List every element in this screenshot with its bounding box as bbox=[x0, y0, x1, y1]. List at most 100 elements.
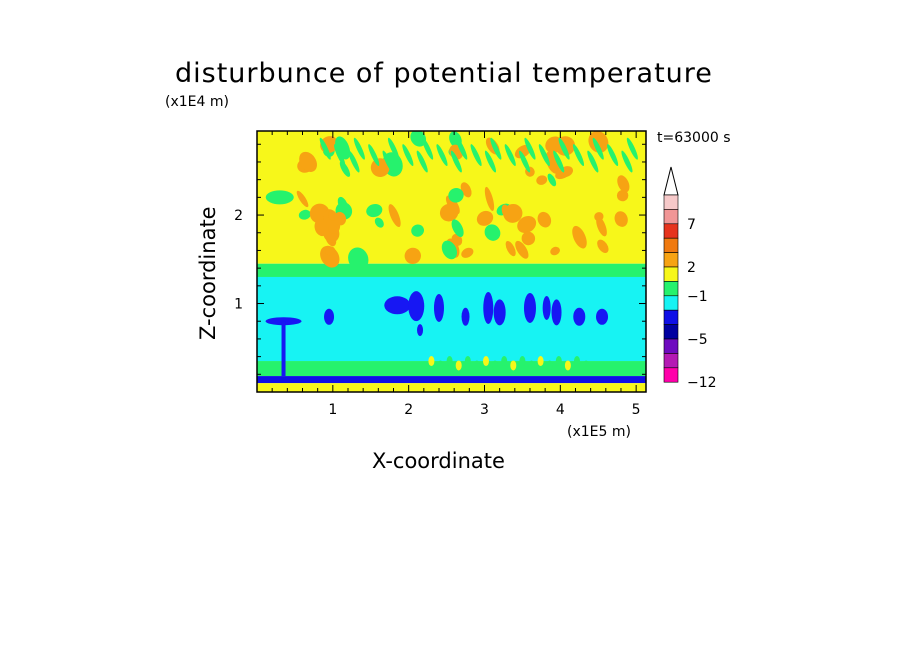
y-tick-label: 1 bbox=[234, 297, 243, 313]
wave-streak bbox=[558, 137, 570, 160]
wave-cell bbox=[441, 240, 457, 260]
wave-cell bbox=[374, 217, 384, 228]
wave-cell bbox=[617, 175, 630, 193]
wave-cell bbox=[314, 218, 329, 237]
colorbar-swatch bbox=[663, 281, 679, 297]
wave-streak bbox=[553, 150, 565, 173]
negative-cell bbox=[417, 324, 424, 337]
wave-cell bbox=[348, 247, 369, 271]
negative-cell bbox=[324, 308, 335, 325]
wave-cell bbox=[388, 204, 401, 228]
colorbar-label: −1 bbox=[687, 289, 708, 305]
y-tick-label: 2 bbox=[234, 208, 243, 224]
wave-streak bbox=[572, 144, 585, 167]
chart-title: disturbunce of potential temperature bbox=[175, 58, 713, 89]
wave-cell bbox=[545, 136, 563, 154]
surface-blob bbox=[501, 356, 508, 367]
negative-cell bbox=[596, 308, 609, 325]
negative-cell bbox=[551, 299, 562, 326]
wave-cell bbox=[572, 225, 587, 249]
colorbar-label: 2 bbox=[687, 260, 696, 276]
field-band bbox=[257, 383, 646, 392]
wave-streak bbox=[436, 144, 448, 167]
colorbar-swatch bbox=[663, 338, 679, 354]
wave-cell bbox=[448, 188, 464, 203]
plot-frame bbox=[256, 130, 647, 393]
wave-streak bbox=[319, 137, 331, 160]
wave-cell bbox=[404, 247, 421, 265]
colorbar-swatch bbox=[663, 367, 679, 383]
wave-cell bbox=[325, 246, 336, 256]
colorbar-extend-arrow bbox=[663, 166, 679, 196]
wave-cell bbox=[614, 211, 628, 227]
negative-cell bbox=[493, 299, 506, 326]
wave-streak bbox=[587, 150, 599, 173]
negative-cell bbox=[408, 291, 425, 322]
time-annotation: t=63000 s bbox=[657, 130, 731, 146]
wave-streak bbox=[387, 137, 400, 160]
surface-blob bbox=[492, 360, 499, 371]
surface-blob bbox=[483, 356, 490, 367]
x-axis-label: X-coordinate bbox=[372, 449, 505, 473]
wave-cell bbox=[484, 186, 495, 211]
wave-streak bbox=[422, 137, 434, 160]
colorbar-swatch bbox=[663, 223, 679, 239]
wave-streak bbox=[450, 150, 462, 173]
colorbar-swatch bbox=[663, 252, 679, 268]
surface-blob bbox=[464, 356, 471, 367]
wave-cell bbox=[439, 203, 459, 222]
colorbar-swatch bbox=[663, 237, 679, 253]
wave-cell bbox=[339, 161, 351, 177]
colorbar-swatch bbox=[663, 295, 679, 311]
negative-cell bbox=[384, 296, 411, 315]
wave-streak bbox=[416, 150, 428, 173]
plume-stem bbox=[281, 321, 286, 377]
wave-cell bbox=[555, 167, 571, 180]
surface-blob bbox=[455, 360, 462, 371]
wave-streak bbox=[621, 150, 633, 173]
colorbar-swatch bbox=[663, 324, 679, 340]
colorbar-label: −5 bbox=[687, 332, 708, 348]
wave-cell bbox=[461, 247, 474, 258]
x-tick-label: 2 bbox=[404, 402, 413, 418]
colorbar-swatch bbox=[663, 194, 679, 210]
wave-streak bbox=[524, 137, 536, 160]
colorbar-swatch bbox=[663, 209, 679, 225]
surface-blob bbox=[473, 360, 480, 371]
wave-cell bbox=[588, 131, 609, 153]
wave-cell bbox=[476, 210, 494, 226]
wave-streak bbox=[368, 144, 380, 167]
contour-field bbox=[257, 131, 646, 392]
wave-cell bbox=[411, 224, 425, 237]
wave-cell bbox=[616, 189, 629, 202]
x-tick-label: 5 bbox=[632, 402, 641, 418]
x-tick-label: 1 bbox=[328, 402, 337, 418]
colorbar-swatch bbox=[663, 266, 679, 282]
wave-cell bbox=[296, 190, 309, 208]
wave-cell bbox=[537, 211, 552, 228]
wave-cell bbox=[366, 203, 383, 218]
surface-blob bbox=[510, 360, 517, 371]
negative-cell bbox=[523, 292, 536, 323]
negative-cell bbox=[433, 293, 444, 322]
surface-blob bbox=[546, 360, 553, 371]
x-tick-label: 4 bbox=[556, 402, 565, 418]
colorbar-swatch bbox=[663, 353, 679, 369]
wave-cell bbox=[517, 215, 537, 234]
wave-streak bbox=[382, 150, 394, 173]
wave-streak bbox=[470, 144, 482, 167]
wave-streak bbox=[504, 144, 516, 167]
x-tick-label: 3 bbox=[480, 402, 489, 418]
y-axis-unit: (x1E4 m) bbox=[165, 94, 229, 110]
colorbar: 7 2 −1 −5 −12 bbox=[663, 166, 717, 391]
surface-blob bbox=[583, 360, 590, 371]
wave-cell bbox=[451, 219, 464, 237]
wave-cell bbox=[410, 131, 427, 147]
wave-cell bbox=[334, 211, 347, 226]
wave-cell bbox=[299, 151, 317, 172]
wave-streak bbox=[626, 137, 638, 160]
colorbar-swatch bbox=[663, 309, 679, 325]
negative-cell bbox=[461, 307, 470, 326]
surface-blob bbox=[437, 360, 444, 371]
